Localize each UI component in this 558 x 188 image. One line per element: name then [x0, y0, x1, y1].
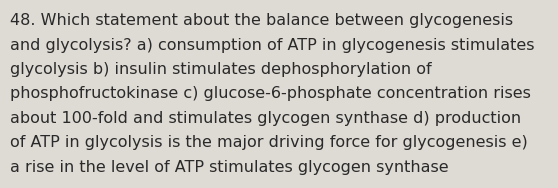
Text: of ATP in glycolysis is the major driving force for glycogenesis e): of ATP in glycolysis is the major drivin…: [10, 135, 528, 150]
Text: about 100-fold and stimulates glycogen synthase d) production: about 100-fold and stimulates glycogen s…: [10, 111, 521, 126]
Text: and glycolysis? a) consumption of ATP in glycogenesis stimulates: and glycolysis? a) consumption of ATP in…: [10, 38, 535, 53]
Text: glycolysis b) insulin stimulates dephosphorylation of: glycolysis b) insulin stimulates dephosp…: [10, 62, 432, 77]
Text: phosphofructokinase c) glucose-6-phosphate concentration rises: phosphofructokinase c) glucose-6-phospha…: [10, 86, 531, 102]
Text: a rise in the level of ATP stimulates glycogen synthase: a rise in the level of ATP stimulates gl…: [10, 160, 449, 175]
Text: 48. Which statement about the balance between glycogenesis: 48. Which statement about the balance be…: [10, 13, 513, 28]
